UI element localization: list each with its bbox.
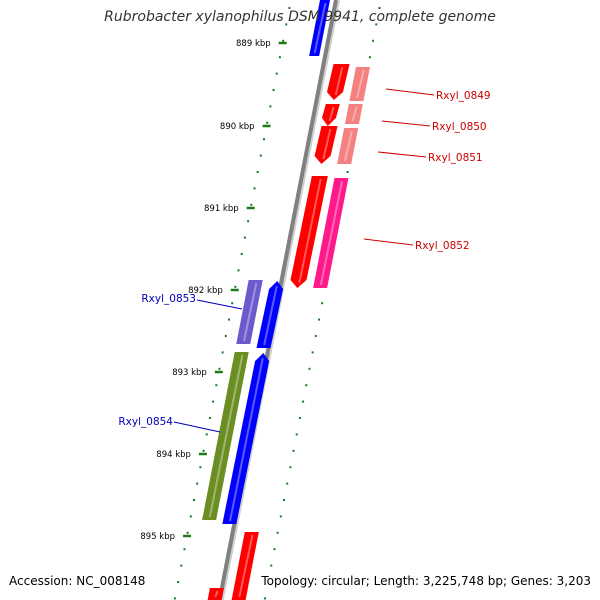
gene-label: Rxyl_0849 [436, 90, 491, 102]
gene-bottom-red-2 [207, 588, 224, 600]
tick-label: 889 kbp [236, 39, 271, 49]
gene-rxyl-0853 [256, 281, 284, 348]
gene-label: Rxyl_0850 [432, 121, 487, 133]
gene-body [344, 104, 363, 124]
gene-body [314, 126, 338, 164]
gene-rxyl-0849 [326, 64, 350, 100]
gene-body [231, 532, 259, 600]
gene-label: Rxyl_0852 [415, 240, 470, 252]
tick-label: 893 kbp [172, 368, 207, 378]
gene-highlight [229, 357, 264, 522]
gene-highlight [328, 106, 335, 122]
map-title: Rubrobacter xylanophilus DSM 9941, compl… [104, 9, 496, 25]
gene-label: Rxyl_0851 [428, 152, 483, 164]
gene-rxyl-0853-product [236, 280, 263, 344]
label-leader-line [385, 88, 435, 96]
gene-bottom-red [231, 532, 259, 600]
label-leader-line [381, 120, 431, 127]
gene-highlight [242, 282, 258, 342]
gene-highlight [214, 590, 219, 598]
label-leader-line [363, 238, 414, 246]
tick-label: 890 kbp [220, 122, 255, 132]
gene-rxyl-0851-product [337, 128, 359, 164]
gene-rxyl-0852 [290, 176, 328, 288]
gene-body [309, 0, 330, 56]
label-leader-line [377, 151, 427, 158]
gene-label: Rxyl_0854 [118, 416, 173, 428]
tick-label: 894 kbp [156, 450, 191, 460]
gene-rxyl-0850-product [344, 104, 363, 124]
gene-rxyl-0849-product [349, 67, 371, 101]
label-leader-line [173, 421, 221, 433]
tick-track: 889 kbp 890 kbp 891 kbp 892 kbp 893 kbp 894 k… [140, 7, 291, 600]
gene-highlight [298, 178, 322, 284]
gene-highlight [351, 106, 358, 122]
gene-highlight [319, 180, 344, 286]
gene-labels: Rxyl_0849 Rxyl_0850 Rxyl_0851 Rxyl_0852 Rxyl… [118, 88, 491, 433]
gene-body [222, 353, 270, 524]
gene-body [207, 588, 224, 600]
gene-rxyl-0852-product [313, 178, 349, 288]
gene-body [326, 64, 350, 100]
tick-label: 895 kbp [140, 532, 175, 542]
gene-body [236, 280, 263, 344]
gene-highlight [313, 2, 327, 54]
gene-highlight [356, 69, 365, 99]
label-leader-line [196, 299, 243, 310]
gene-body [349, 67, 371, 101]
tick-label: 892 kbp [188, 286, 223, 296]
gene-body [337, 128, 359, 164]
gene-highlight [238, 534, 254, 598]
gene-rxyl-0854 [222, 353, 270, 524]
gene-highlight [208, 354, 244, 518]
gene-top-blue [309, 0, 330, 56]
gene-body [313, 178, 349, 288]
gene-highlight [343, 130, 353, 162]
gene-highlight [322, 128, 332, 160]
gene-rxyl-0850 [321, 104, 340, 126]
gene-label: Rxyl_0853 [141, 293, 196, 305]
gene-body [290, 176, 328, 288]
gene-body [256, 281, 284, 348]
gene-rxyl-0851 [314, 126, 338, 164]
gene-rxyl-0854-product [202, 352, 249, 520]
gene-highlight [263, 285, 278, 346]
gene-body [321, 104, 340, 126]
gene-body [202, 352, 249, 520]
accession-label: Accession: NC_008148 [9, 574, 146, 588]
tick-label: 891 kbp [204, 204, 239, 214]
genome-summary-label: Topology: circular; Length: 3,225,748 bp… [261, 574, 591, 588]
gene-highlight [334, 66, 344, 96]
